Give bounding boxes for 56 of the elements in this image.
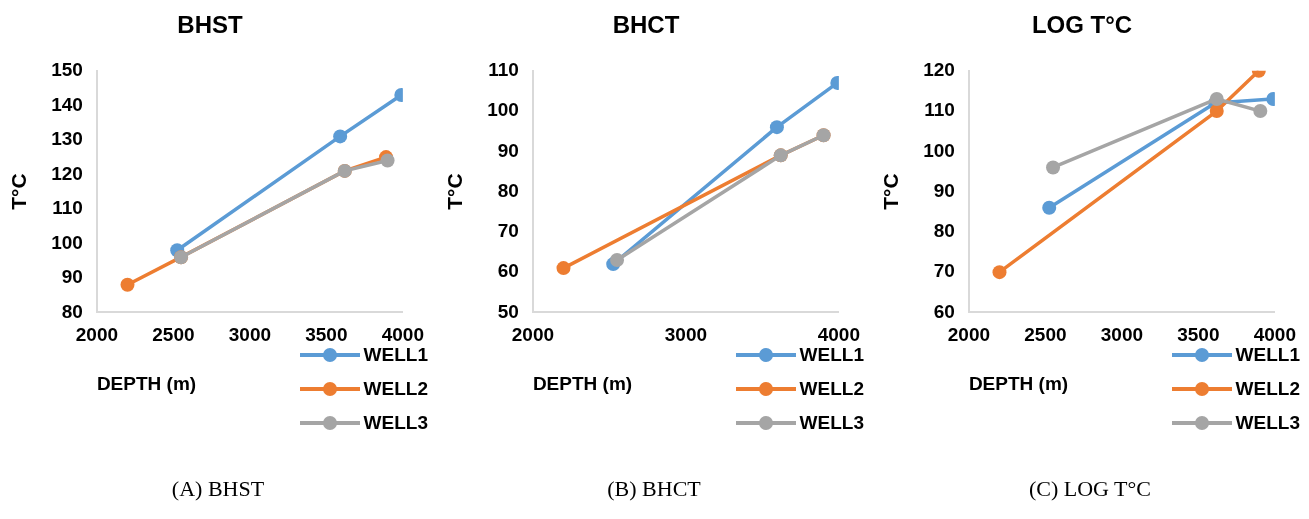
y-tick-label: 50 xyxy=(497,300,519,322)
y-tick-label: 60 xyxy=(933,300,955,322)
y-tick-label: 80 xyxy=(497,179,519,201)
x-tick-label: 2000 xyxy=(947,324,991,346)
legend-label: WELL1 xyxy=(1235,344,1300,366)
y-axis-title: T°C xyxy=(7,173,31,210)
legend-label: WELL1 xyxy=(799,344,864,366)
x-axis-title: DEPTH (m) xyxy=(532,372,633,394)
y-tick-label: 120 xyxy=(51,162,83,184)
text: (C) LOG T°C xyxy=(1027,476,1153,502)
y-tick-label: 90 xyxy=(933,179,955,201)
y-tick-label: 90 xyxy=(61,266,83,288)
x-tick-label: 3500 xyxy=(305,324,348,346)
x-tick-label: 2500 xyxy=(1024,324,1067,346)
legend-label: WELL2 xyxy=(363,378,428,400)
x-tick-label: 3500 xyxy=(1177,324,1220,346)
text: (B) BHCT xyxy=(606,476,702,502)
x-axis-title: DEPTH (m) xyxy=(96,372,197,394)
x-tick-label: 2000 xyxy=(511,324,555,346)
y-tick-label: 120 xyxy=(923,59,955,81)
legend-label: WELL1 xyxy=(363,344,428,366)
y-tick-label: 70 xyxy=(497,220,519,242)
chart-title: LOG T°C xyxy=(1031,11,1133,39)
y-tick-label: 130 xyxy=(51,128,83,150)
x-tick-label: 3000 xyxy=(228,324,272,346)
x-tick-label: 4000 xyxy=(381,324,425,346)
x-tick-label: 4000 xyxy=(817,324,861,346)
y-axis-title: T°C xyxy=(443,173,467,210)
x-tick-label: 2500 xyxy=(152,324,195,346)
legend-label: WELL2 xyxy=(1235,378,1300,400)
legend-label: WELL3 xyxy=(363,412,428,434)
x-tick-label: 2000 xyxy=(75,324,119,346)
y-tick-label: 110 xyxy=(924,99,955,121)
chart-title: BHCT xyxy=(612,11,680,39)
y-tick-label: 90 xyxy=(497,139,519,161)
x-tick-label: 3000 xyxy=(1100,324,1144,346)
y-tick-label: 110 xyxy=(52,197,83,219)
y-tick-label: 100 xyxy=(487,99,519,121)
y-tick-label: 100 xyxy=(923,139,955,161)
legend-label: WELL3 xyxy=(1235,412,1300,434)
y-tick-label: 80 xyxy=(61,300,83,322)
chart-title: BHST xyxy=(177,11,243,39)
y-tick-label: 140 xyxy=(51,93,83,115)
y-tick-label: 150 xyxy=(51,59,83,81)
x-axis-title: DEPTH (m) xyxy=(968,372,1069,394)
x-tick-label: 4000 xyxy=(1253,324,1297,346)
y-tick-label: 60 xyxy=(497,260,519,282)
y-tick-label: 100 xyxy=(51,231,83,253)
y-tick-label: 70 xyxy=(933,260,955,282)
y-tick-label: 110 xyxy=(488,59,519,81)
x-tick-label: 3000 xyxy=(664,324,708,346)
text: (A) BHST xyxy=(170,476,266,502)
y-axis-title: T°C xyxy=(879,173,903,210)
legend-label: WELL3 xyxy=(799,412,864,434)
legend-label: WELL2 xyxy=(799,378,864,400)
y-tick-label: 80 xyxy=(933,220,955,242)
